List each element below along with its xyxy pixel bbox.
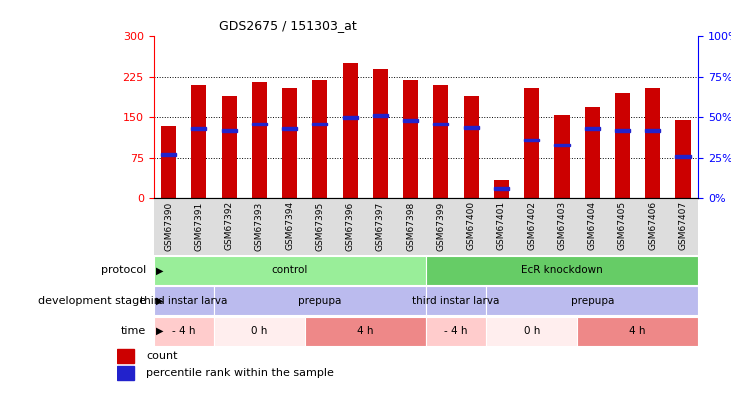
- Text: GSM67403: GSM67403: [558, 201, 567, 250]
- Text: count: count: [146, 351, 178, 361]
- Text: third instar larva: third instar larva: [412, 296, 500, 306]
- Text: 4 h: 4 h: [357, 326, 374, 336]
- Text: - 4 h: - 4 h: [172, 326, 195, 336]
- Bar: [585, 107, 599, 198]
- Bar: [343, 64, 357, 198]
- Bar: [373, 69, 388, 198]
- Text: - 4 h: - 4 h: [444, 326, 468, 336]
- Text: GSM67404: GSM67404: [588, 201, 596, 250]
- Text: GSM67399: GSM67399: [436, 201, 445, 251]
- Text: ▶: ▶: [156, 296, 163, 306]
- Bar: [577, 317, 698, 346]
- Text: GSM67391: GSM67391: [194, 201, 203, 251]
- Text: third instar larva: third instar larva: [140, 296, 227, 306]
- Bar: [252, 123, 267, 125]
- Text: GSM67392: GSM67392: [224, 201, 234, 250]
- Bar: [282, 88, 298, 198]
- Bar: [494, 188, 509, 190]
- Bar: [343, 116, 357, 119]
- Bar: [554, 115, 569, 198]
- Text: GSM67401: GSM67401: [497, 201, 506, 250]
- Bar: [312, 80, 327, 198]
- Bar: [192, 128, 206, 130]
- Text: GSM67393: GSM67393: [255, 201, 264, 251]
- Bar: [425, 317, 486, 346]
- Text: GSM67396: GSM67396: [346, 201, 355, 251]
- Bar: [305, 317, 425, 346]
- Bar: [615, 93, 630, 198]
- Text: GSM67390: GSM67390: [164, 201, 173, 251]
- Bar: [524, 88, 539, 198]
- Text: GSM67405: GSM67405: [618, 201, 627, 250]
- Text: ▶: ▶: [156, 265, 163, 275]
- Bar: [675, 120, 691, 198]
- Text: protocol: protocol: [101, 265, 146, 275]
- Bar: [117, 366, 135, 380]
- Bar: [463, 96, 479, 198]
- Text: GSM67398: GSM67398: [406, 201, 415, 251]
- Bar: [524, 139, 539, 141]
- Text: 4 h: 4 h: [629, 326, 646, 336]
- Text: GSM67407: GSM67407: [678, 201, 687, 250]
- Bar: [425, 256, 698, 285]
- Text: EcR knockdown: EcR knockdown: [521, 265, 603, 275]
- Text: ▶: ▶: [156, 326, 163, 336]
- Bar: [554, 144, 569, 146]
- Bar: [154, 256, 425, 285]
- Bar: [433, 85, 449, 198]
- Text: GSM67400: GSM67400: [466, 201, 476, 250]
- Bar: [154, 286, 214, 315]
- Bar: [252, 82, 267, 198]
- Bar: [221, 96, 237, 198]
- Text: GSM67406: GSM67406: [648, 201, 657, 250]
- Text: GSM67397: GSM67397: [376, 201, 385, 251]
- Bar: [214, 317, 305, 346]
- Bar: [403, 80, 418, 198]
- Bar: [214, 286, 425, 315]
- Bar: [161, 153, 176, 156]
- Bar: [221, 129, 237, 132]
- Text: 0 h: 0 h: [251, 326, 268, 336]
- Bar: [463, 126, 479, 128]
- Bar: [645, 129, 660, 132]
- Bar: [615, 129, 630, 132]
- Bar: [282, 128, 298, 130]
- Text: prepupa: prepupa: [298, 296, 341, 306]
- Bar: [433, 123, 449, 125]
- Bar: [373, 115, 388, 117]
- Text: percentile rank within the sample: percentile rank within the sample: [146, 368, 334, 378]
- Text: GDS2675 / 151303_at: GDS2675 / 151303_at: [219, 19, 357, 32]
- Bar: [494, 179, 509, 198]
- Text: control: control: [271, 265, 308, 275]
- Bar: [486, 286, 698, 315]
- Text: time: time: [121, 326, 146, 336]
- Bar: [645, 88, 660, 198]
- Bar: [154, 317, 214, 346]
- Text: prepupa: prepupa: [570, 296, 614, 306]
- Bar: [312, 123, 327, 125]
- Bar: [675, 155, 691, 158]
- Text: GSM67394: GSM67394: [285, 201, 294, 250]
- Bar: [403, 119, 418, 122]
- Text: 0 h: 0 h: [523, 326, 540, 336]
- Bar: [585, 128, 599, 130]
- Bar: [192, 85, 206, 198]
- Bar: [425, 286, 486, 315]
- Bar: [161, 126, 176, 198]
- Text: GSM67395: GSM67395: [315, 201, 325, 251]
- Text: development stage: development stage: [38, 296, 146, 306]
- Text: GSM67402: GSM67402: [527, 201, 537, 250]
- Bar: [117, 349, 135, 363]
- Bar: [486, 317, 577, 346]
